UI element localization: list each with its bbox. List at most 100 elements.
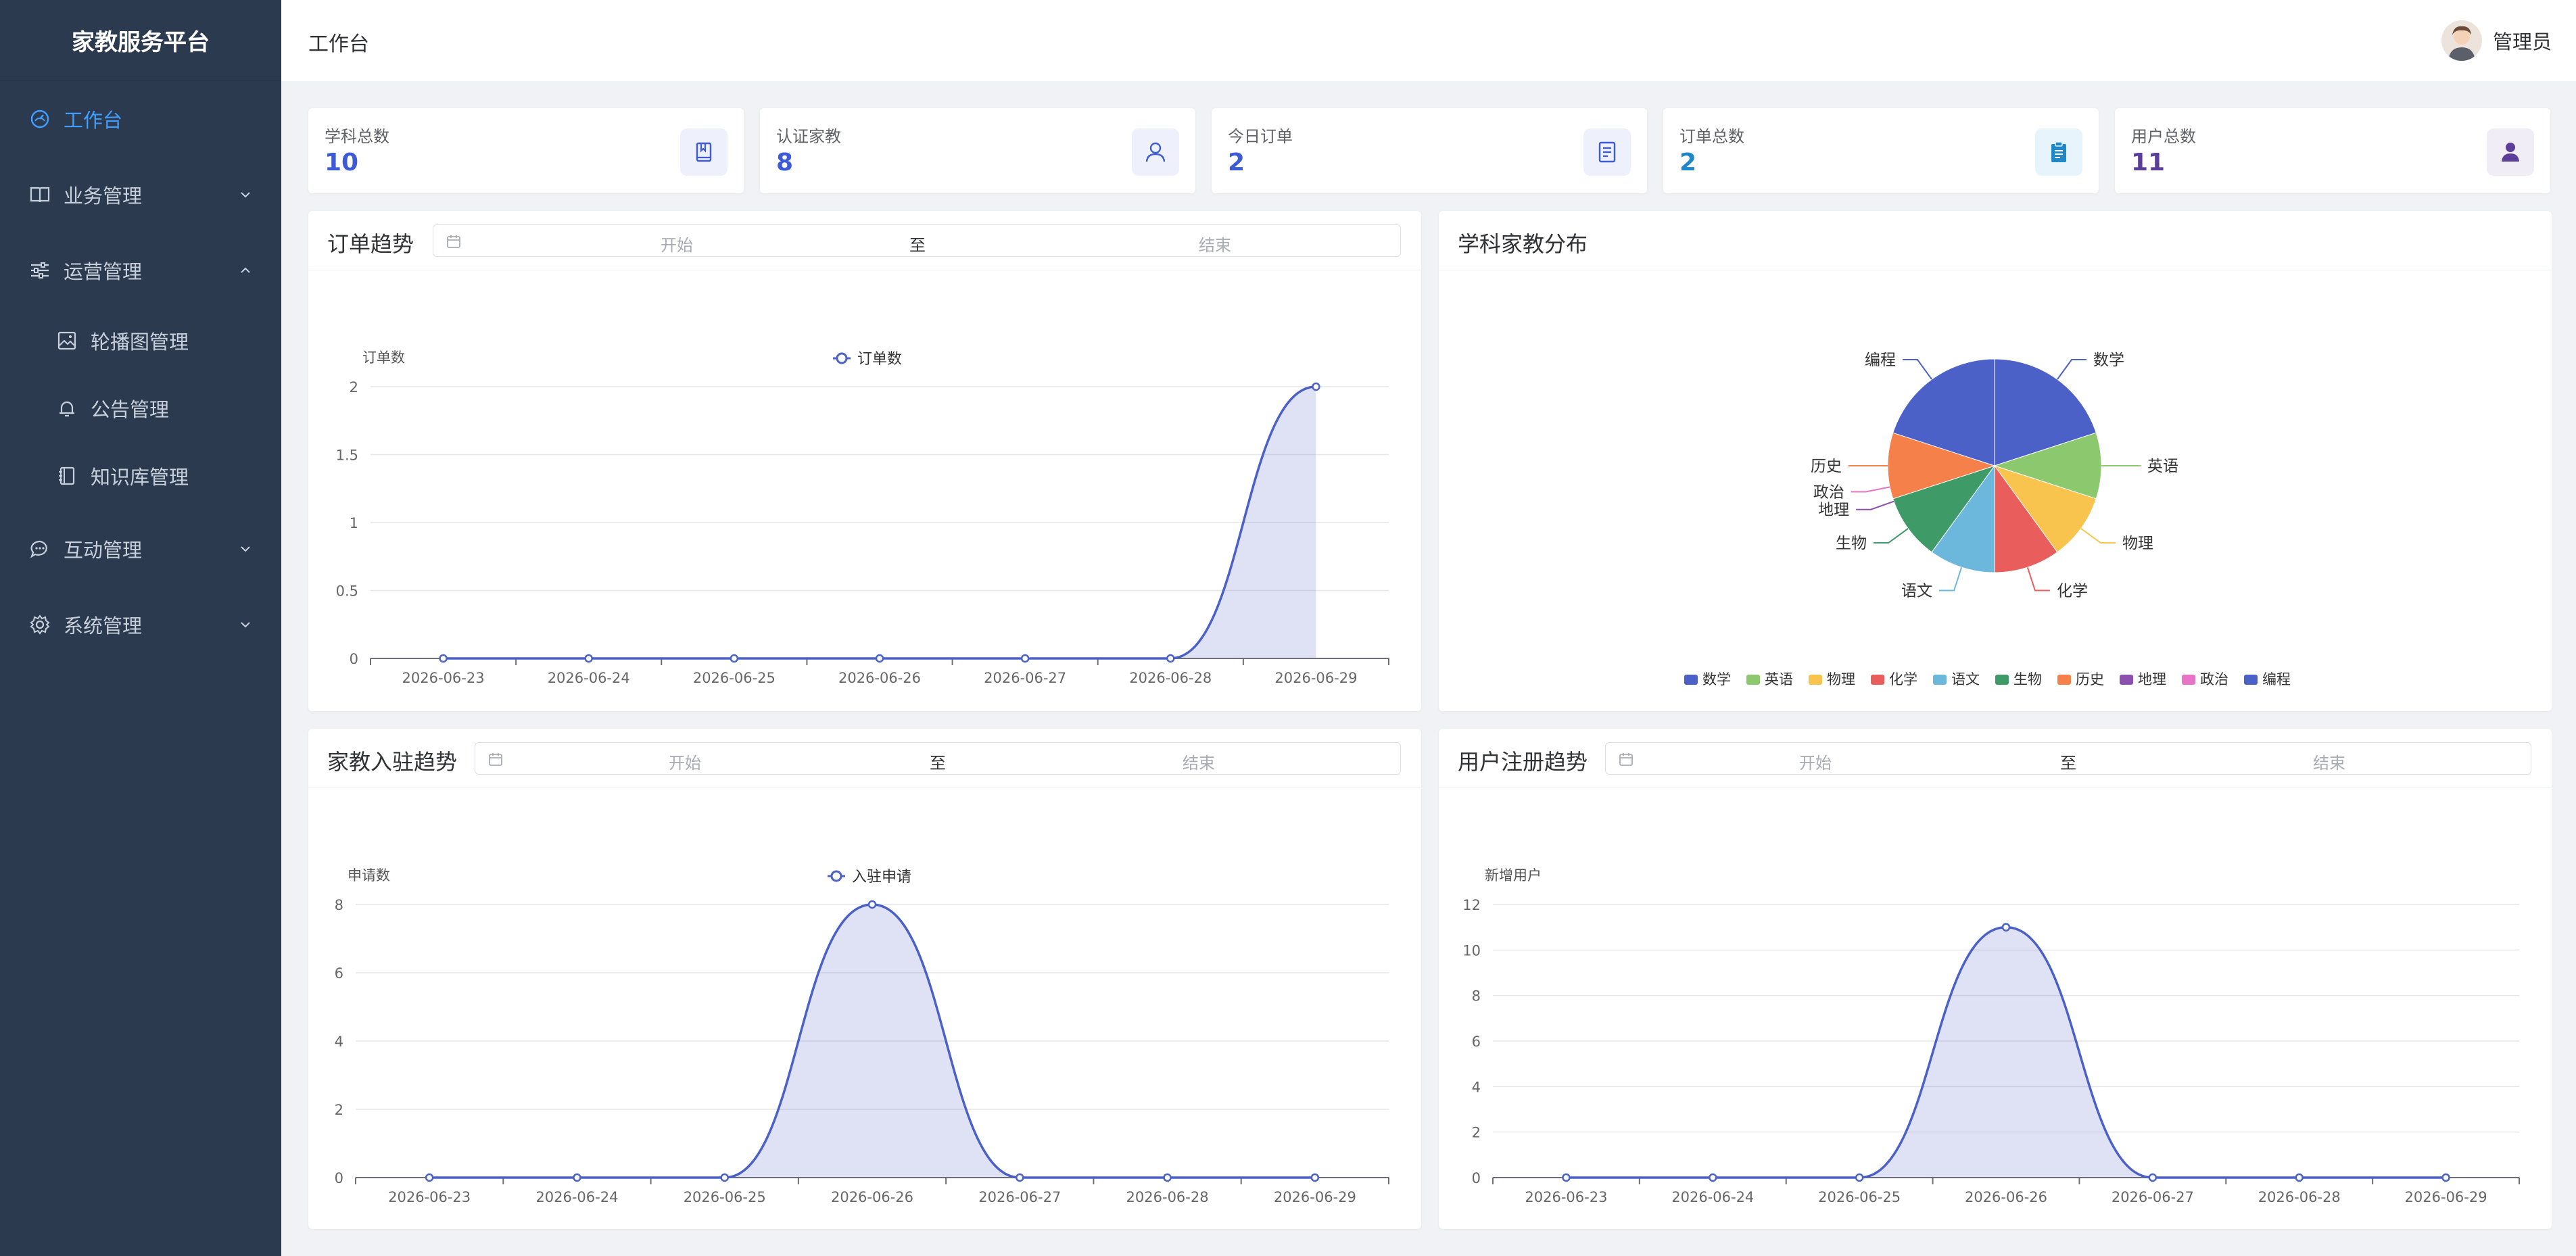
chevron-up-icon <box>238 263 253 278</box>
range-start[interactable]: 开始 <box>669 754 701 773</box>
data-point <box>1709 1173 1717 1182</box>
pie-label: 地理 <box>1818 502 1849 519</box>
range-separator: 至 <box>2060 754 2076 773</box>
menu-item-operations[interactable]: 运营管理 <box>0 243 281 297</box>
chevron-down-icon <box>238 187 253 202</box>
y-tick-label: 8 <box>1472 988 1481 1005</box>
pie-label: 化学 <box>2057 583 2088 600</box>
range-end[interactable]: 结束 <box>1183 754 1215 773</box>
stat-value: 2 <box>1679 149 1697 176</box>
menu-item-banner[interactable]: 轮播图管理 <box>0 314 281 368</box>
pie-label: 语文 <box>1901 583 1932 600</box>
range-end[interactable]: 结束 <box>2313 754 2345 773</box>
legend-label: 订单数 <box>857 351 902 368</box>
data-point <box>867 900 877 909</box>
legend-swatch <box>830 870 842 882</box>
data-point <box>875 654 884 663</box>
y-tick-label: 12 <box>1462 897 1481 913</box>
legend-swatch <box>1746 675 1760 685</box>
x-tick-label: 2026-06-28 <box>1126 1189 1209 1205</box>
data-point <box>720 1173 729 1182</box>
legend-label: 物理 <box>1827 671 1855 687</box>
menu-item-dashboard[interactable]: 工作台 <box>0 92 281 146</box>
panel-header: 用户注册趋势 开始 至 结束 <box>1439 729 2552 788</box>
x-tick-label: 2026-06-29 <box>1274 670 1357 686</box>
book-icon <box>680 128 728 176</box>
pie-leader-line <box>1902 359 1932 380</box>
x-tick-label: 2026-06-28 <box>1129 670 1212 686</box>
range-start[interactable]: 开始 <box>1799 754 1832 773</box>
menu-label: 运营管理 <box>64 260 143 283</box>
menu-label: 业务管理 <box>64 185 143 208</box>
data-point <box>730 654 739 663</box>
legend-label: 入驻申请 <box>852 869 911 886</box>
y-tick-label: 10 <box>1462 942 1481 959</box>
x-tick-label: 2026-06-25 <box>1818 1189 1901 1205</box>
bell-icon <box>55 397 78 420</box>
range-start[interactable]: 开始 <box>661 236 693 255</box>
y-tick-label: 6 <box>335 965 343 982</box>
data-point <box>1020 654 1030 663</box>
legend-swatch <box>2120 675 2133 685</box>
date-range-picker[interactable]: 开始 至 结束 <box>433 224 1401 257</box>
legend-label: 生物 <box>2013 671 2042 687</box>
menu-item-interaction[interactable]: 互动管理 <box>0 522 281 576</box>
data-point <box>1562 1173 1571 1182</box>
data-point <box>2441 1173 2450 1182</box>
menu-item-notice[interactable]: 公告管理 <box>0 381 281 435</box>
avatar[interactable] <box>2441 20 2482 61</box>
y-tick-label: 6 <box>1472 1034 1481 1050</box>
y-axis-label: 订单数 <box>362 349 405 366</box>
x-tick-label: 2026-06-23 <box>1525 1189 1607 1205</box>
legend-swatch <box>836 352 848 364</box>
stat-card-total-orders: 订单总数 2 <box>1663 108 2099 193</box>
menu-item-business[interactable]: 业务管理 <box>0 168 281 222</box>
series-area <box>1566 927 2446 1178</box>
range-end[interactable]: 结束 <box>1199 236 1231 255</box>
pie-label: 物理 <box>2122 535 2153 552</box>
gear-icon <box>28 613 51 636</box>
user-name: 管理员 <box>2492 30 2552 53</box>
image-icon <box>55 329 78 352</box>
menu-item-knowledge[interactable]: 知识库管理 <box>0 449 281 503</box>
chevron-down-icon <box>238 541 253 556</box>
pie-leader-line <box>1939 566 1963 591</box>
x-tick-label: 2026-06-26 <box>1965 1189 2047 1205</box>
panel-header: 学科家教分布 <box>1439 211 2552 270</box>
order-trend-panel: 订单趋势 开始 至 结束 订单数 0 0.5 1 1.5 2 2026-06-23 2026-… <box>308 211 1421 711</box>
data-point <box>584 654 593 663</box>
x-tick-label: 2026-06-27 <box>984 670 1066 686</box>
stat-value: 8 <box>776 149 794 176</box>
legend-label: 化学 <box>1889 671 1917 687</box>
pie-leader-line <box>1874 528 1909 544</box>
x-tick-label: 2026-06-25 <box>693 670 776 686</box>
user-menu[interactable]: 管理员 <box>2441 18 2552 64</box>
user-trend-chart: 新增用户 0 2 4 6 8 10 12 2026-06-23 2026-06-24 2026-06… <box>1462 867 2520 1205</box>
x-tick-label: 2026-06-24 <box>535 1189 618 1205</box>
data-point <box>2295 1173 2304 1182</box>
chat-bubble-icon <box>28 537 51 560</box>
stat-label: 学科总数 <box>325 127 389 146</box>
pie-leader-line <box>1856 500 1894 510</box>
legend-label: 英语 <box>1765 671 1793 687</box>
breadcrumb: 工作台 <box>308 32 369 56</box>
tutor-trend-panel: 家教入驻趋势 开始 至 结束 申请数 0 2 4 6 8 2026-06-23 2026-06… <box>308 729 1421 1229</box>
data-point <box>1855 1173 1864 1182</box>
data-point <box>1016 1173 1024 1182</box>
x-tick-label: 2026-06-28 <box>2258 1189 2341 1205</box>
date-range-picker[interactable]: 开始 至 结束 <box>1605 742 2531 775</box>
menu-item-system[interactable]: 系统管理 <box>0 598 281 652</box>
pie-slice <box>1994 358 2097 466</box>
date-range-picker[interactable]: 开始 至 结束 <box>475 742 1401 775</box>
range-separator: 至 <box>909 236 926 255</box>
panel-title: 订单趋势 <box>327 231 414 257</box>
legend-swatch <box>1684 675 1698 685</box>
pie-label: 编程 <box>1865 352 1896 369</box>
legend-swatch <box>2057 675 2071 685</box>
notebook-icon <box>55 464 78 487</box>
y-tick-label: 2 <box>1472 1125 1481 1141</box>
y-tick-label: 4 <box>1472 1079 1481 1095</box>
y-tick-label: 1 <box>350 515 358 531</box>
legend-label: 地理 <box>2138 671 2166 687</box>
legend-swatch <box>2244 675 2258 685</box>
